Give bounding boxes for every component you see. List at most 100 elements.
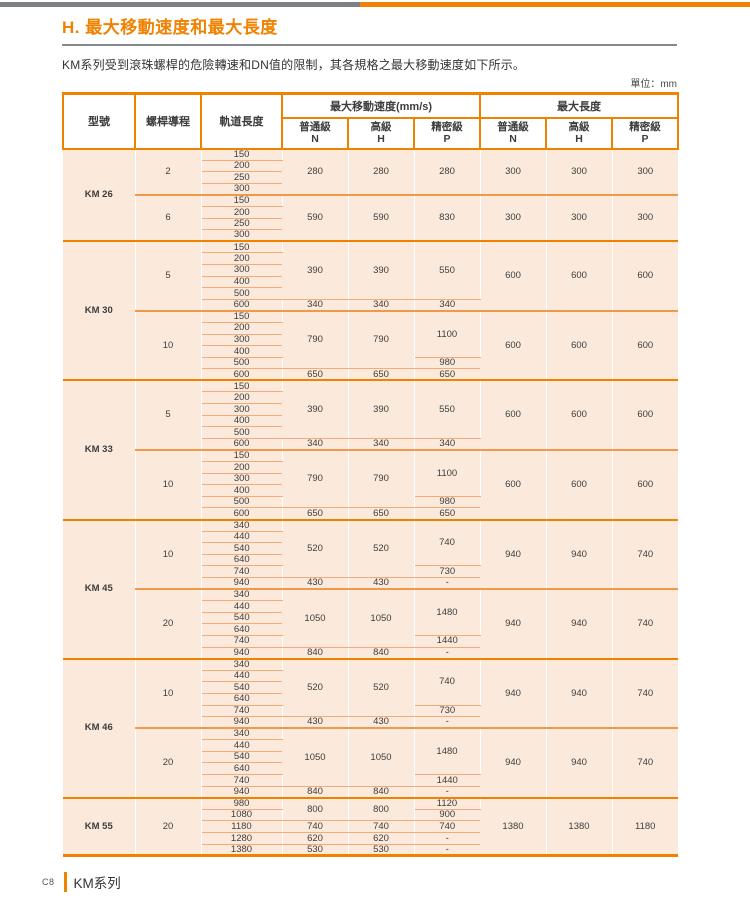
lead-cell: 6	[135, 194, 202, 243]
table-row: KM 55 20 980 800 800 1120 1380 1380 1180	[63, 797, 679, 857]
rail-length-cell: 940	[201, 647, 283, 660]
table-row: 740 730	[63, 705, 678, 718]
table-row: 740 1440	[63, 635, 678, 648]
rail-length-cell: 150	[201, 449, 283, 463]
table-row: 250	[63, 171, 678, 184]
length-cell: 600	[612, 310, 679, 382]
length-cell: 940	[546, 589, 613, 660]
rail-length-cell: 200	[201, 206, 282, 219]
grade-label: 普通級	[299, 121, 331, 133]
table-row: 6 150 590 590 830 300 300 300	[63, 194, 679, 243]
speed-cell: 390	[348, 241, 415, 300]
model-cell: KM 46	[63, 658, 136, 799]
speed-cell: 340	[348, 299, 415, 312]
speed-cell: 740	[348, 820, 415, 834]
rail-length-cell: 540	[201, 751, 282, 764]
speed-cell: 430	[282, 716, 349, 730]
rail-length-cell: 500	[201, 426, 282, 439]
speed-cell: 650	[348, 368, 415, 382]
speed-cell: 730	[414, 705, 480, 718]
rail-length-cell: 740	[201, 705, 283, 718]
speed-cell: 340	[282, 299, 349, 312]
table-row: 1180 740 740 740	[63, 820, 678, 834]
speed-cell: 340	[348, 438, 415, 451]
speed-cell: 650	[414, 507, 480, 521]
rail-length-cell: 740	[201, 635, 283, 648]
section-title: H. 最大移動速度和最大長度	[62, 13, 677, 46]
table-row: 600 650 650 650	[63, 368, 678, 382]
series-label: KM系列	[73, 876, 121, 891]
top-bar-gray-segment	[0, 2, 360, 7]
table-row: 300	[63, 334, 678, 347]
speed-cell: 520	[282, 658, 349, 718]
rail-length-cell: 640	[201, 623, 282, 636]
table-row: 600 340 340 340	[63, 438, 678, 451]
rail-length-cell: 440	[201, 600, 282, 613]
speed-cell: 620	[348, 832, 415, 845]
table-row: 540	[63, 612, 678, 625]
unit-label: 單位：mm	[630, 79, 677, 90]
rail-length-cell: 340	[201, 728, 283, 741]
grade-label: 精密級	[629, 121, 661, 133]
table-row: KM 26 2 150 280 280 280 300 300 300	[63, 148, 679, 243]
table-row: 640	[63, 693, 678, 706]
table-row: 540	[63, 542, 678, 555]
length-cell: 740	[612, 519, 679, 591]
speed-cell: 840	[348, 786, 415, 799]
speed-cell: 530	[348, 844, 415, 857]
rail-length-cell: 150	[201, 194, 283, 207]
length-cell: 600	[546, 310, 613, 382]
page-content: H. 最大移動速度和最大長度 KM系列受到滾珠螺桿的危險轉速和DN值的限制，其各…	[62, 13, 680, 858]
lead-cell: 2	[135, 148, 202, 196]
table-row: 1280 620 620-	[63, 832, 678, 845]
rail-length-cell: 200	[201, 160, 282, 173]
speed-cell: 800	[282, 797, 349, 822]
table-row: 440	[63, 670, 678, 683]
rail-length-cell: 540	[201, 542, 282, 555]
table-row: 200	[63, 206, 678, 219]
length-cell: 740	[612, 589, 679, 660]
model-cell: KM 45	[63, 519, 136, 660]
speed-cell: 790	[348, 310, 415, 370]
length-cell: 600	[480, 380, 547, 451]
rail-length-cell: 980	[201, 797, 283, 810]
length-cell: 600	[546, 241, 613, 312]
table-row: 740 730	[63, 565, 678, 578]
rail-length-cell: 1380	[201, 844, 283, 857]
col-header-speed-n: 普通級 N	[281, 116, 349, 150]
table-row: 300	[63, 264, 678, 277]
speed-cell: 840	[348, 647, 415, 660]
length-cell: 600	[480, 449, 547, 521]
rail-length-cell: 400	[201, 276, 282, 289]
rail-length-cell: 600	[201, 299, 283, 312]
footer-divider-bar	[63, 872, 67, 892]
table-row: 940 840 840-	[63, 786, 678, 799]
speed-cell: 1050	[282, 589, 349, 648]
rail-length-cell: 400	[201, 484, 282, 497]
length-cell: 600	[546, 380, 613, 451]
lead-cell: 10	[135, 658, 202, 730]
table-row: 640	[63, 554, 678, 567]
table-row: 940 430 430-	[63, 577, 678, 591]
speed-cell: 980	[414, 496, 480, 509]
grade-code: P	[641, 133, 649, 145]
rail-length-cell: 500	[201, 357, 283, 370]
speed-cell: 430	[282, 577, 349, 591]
speed-cell: 1120	[414, 797, 481, 810]
speed-cell: 430	[348, 577, 415, 591]
lead-cell: 10	[135, 519, 202, 591]
speed-cell: 900	[414, 809, 480, 822]
rail-length-cell: 400	[201, 345, 282, 358]
rail-length-cell: 200	[201, 391, 282, 405]
speed-cell: 550	[414, 241, 481, 300]
rail-length-cell: 640	[201, 762, 282, 776]
grade-code: N	[311, 133, 319, 145]
lead-cell: 10	[135, 449, 202, 521]
table-row: 940 430 430-	[63, 716, 678, 730]
lead-cell: 5	[135, 380, 202, 451]
table-row: 500	[63, 426, 678, 439]
speed-cell: 1050	[282, 728, 349, 787]
grade-label: 高級	[370, 121, 392, 133]
speed-cell: 390	[348, 380, 415, 439]
table-row: KM 33 5 150 390 390 550 600 600 600	[63, 380, 679, 521]
